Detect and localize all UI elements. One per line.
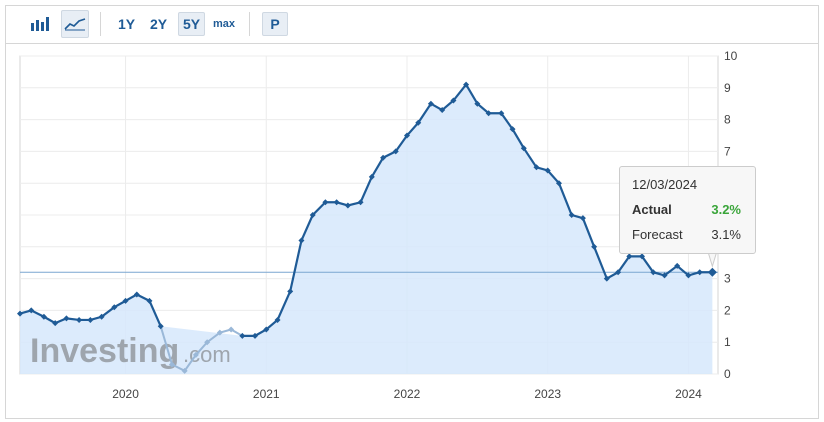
- toolbar-separator: [100, 12, 101, 36]
- data-point: [615, 269, 622, 276]
- data-point: [579, 215, 586, 222]
- y-tick-label: 7: [724, 144, 731, 158]
- data-point: [122, 297, 129, 304]
- data-point: [357, 199, 364, 206]
- y-tick-label: 1: [724, 335, 731, 349]
- data-point: [52, 320, 59, 327]
- data-point: [252, 332, 259, 339]
- data-point: [403, 132, 410, 139]
- data-point: [322, 199, 329, 206]
- data-point: [40, 313, 47, 320]
- data-point: [309, 212, 316, 218]
- chart-toolbar: 1Y 2Y 5Y max P: [6, 6, 818, 44]
- toolbar-separator: [249, 12, 250, 36]
- data-point: [239, 332, 246, 339]
- data-point: [427, 100, 434, 107]
- data-point: [380, 154, 387, 161]
- data-point: [485, 110, 492, 117]
- data-point: [639, 253, 646, 260]
- y-tick-label: 10: [724, 49, 738, 63]
- data-tooltip: 12/03/2024 Actual 3.2% Forecast 3.1%: [619, 166, 756, 254]
- gap-data-point: [204, 339, 211, 346]
- data-point: [344, 202, 351, 209]
- gap-data-point: [192, 351, 199, 358]
- x-tick-label: 2022: [394, 387, 421, 401]
- p-button[interactable]: P: [262, 12, 288, 36]
- data-point: [146, 297, 153, 304]
- data-point: [707, 267, 717, 277]
- data-point: [533, 164, 540, 171]
- x-tick-label: 2021: [253, 387, 280, 401]
- tooltip-actual-label: Actual: [632, 202, 672, 217]
- data-point: [603, 275, 610, 282]
- data-point: [17, 310, 23, 317]
- data-point: [76, 316, 83, 323]
- data-point: [157, 323, 164, 330]
- data-point: [463, 81, 470, 88]
- data-point: [274, 316, 281, 323]
- data-point: [591, 243, 598, 250]
- gap-data-point: [216, 329, 223, 336]
- data-point: [133, 291, 140, 298]
- data-point: [298, 237, 305, 244]
- gap-data-point: [168, 361, 175, 368]
- data-point: [28, 307, 35, 314]
- data-point: [696, 269, 703, 276]
- data-point: [263, 326, 270, 333]
- data-point: [368, 173, 375, 180]
- data-point: [661, 272, 668, 279]
- data-point: [287, 288, 294, 295]
- investing-watermark: Investing: [30, 332, 179, 370]
- y-tick-label: 9: [724, 81, 731, 95]
- range-5y-button[interactable]: 5Y: [178, 12, 206, 36]
- gap-data-point: [228, 326, 235, 333]
- tooltip-forecast-label: Forecast: [632, 227, 683, 242]
- bar-chart-icon[interactable]: [26, 10, 54, 38]
- y-tick-label: 2: [724, 303, 731, 317]
- data-point: [98, 313, 105, 320]
- data-point: [650, 269, 657, 276]
- data-point: [111, 304, 118, 311]
- range-max-button[interactable]: max: [213, 18, 236, 30]
- data-point: [568, 212, 575, 218]
- area-chart-icon[interactable]: [61, 10, 89, 38]
- data-point: [415, 119, 422, 126]
- data-point: [63, 315, 70, 322]
- data-point: [520, 145, 527, 152]
- y-tick-label: 0: [724, 367, 731, 381]
- y-tick-label: 8: [724, 113, 731, 127]
- data-point: [509, 126, 516, 133]
- data-point: [450, 97, 457, 104]
- tooltip-actual-value: 3.2%: [711, 202, 741, 217]
- range-2y-button[interactable]: 2Y: [150, 16, 168, 32]
- tooltip-forecast-value: 3.1%: [711, 227, 741, 242]
- x-tick-label: 2024: [675, 387, 702, 401]
- data-point: [392, 148, 399, 155]
- data-point: [87, 316, 94, 323]
- y-tick-label: 3: [724, 272, 731, 286]
- data-point: [674, 262, 681, 269]
- tooltip-date: 12/03/2024: [632, 177, 698, 192]
- data-point: [685, 272, 692, 279]
- data-point: [555, 180, 562, 187]
- x-tick-label: 2020: [112, 387, 139, 401]
- data-point: [626, 253, 633, 260]
- data-point: [498, 110, 505, 117]
- data-point: [474, 100, 481, 107]
- data-point: [439, 107, 446, 114]
- area-fill: [20, 84, 713, 375]
- data-point: [544, 167, 551, 174]
- gap-data-point: [181, 367, 188, 374]
- data-point: [333, 199, 340, 206]
- x-tick-label: 2023: [534, 387, 561, 401]
- range-1y-button[interactable]: 1Y: [118, 16, 136, 32]
